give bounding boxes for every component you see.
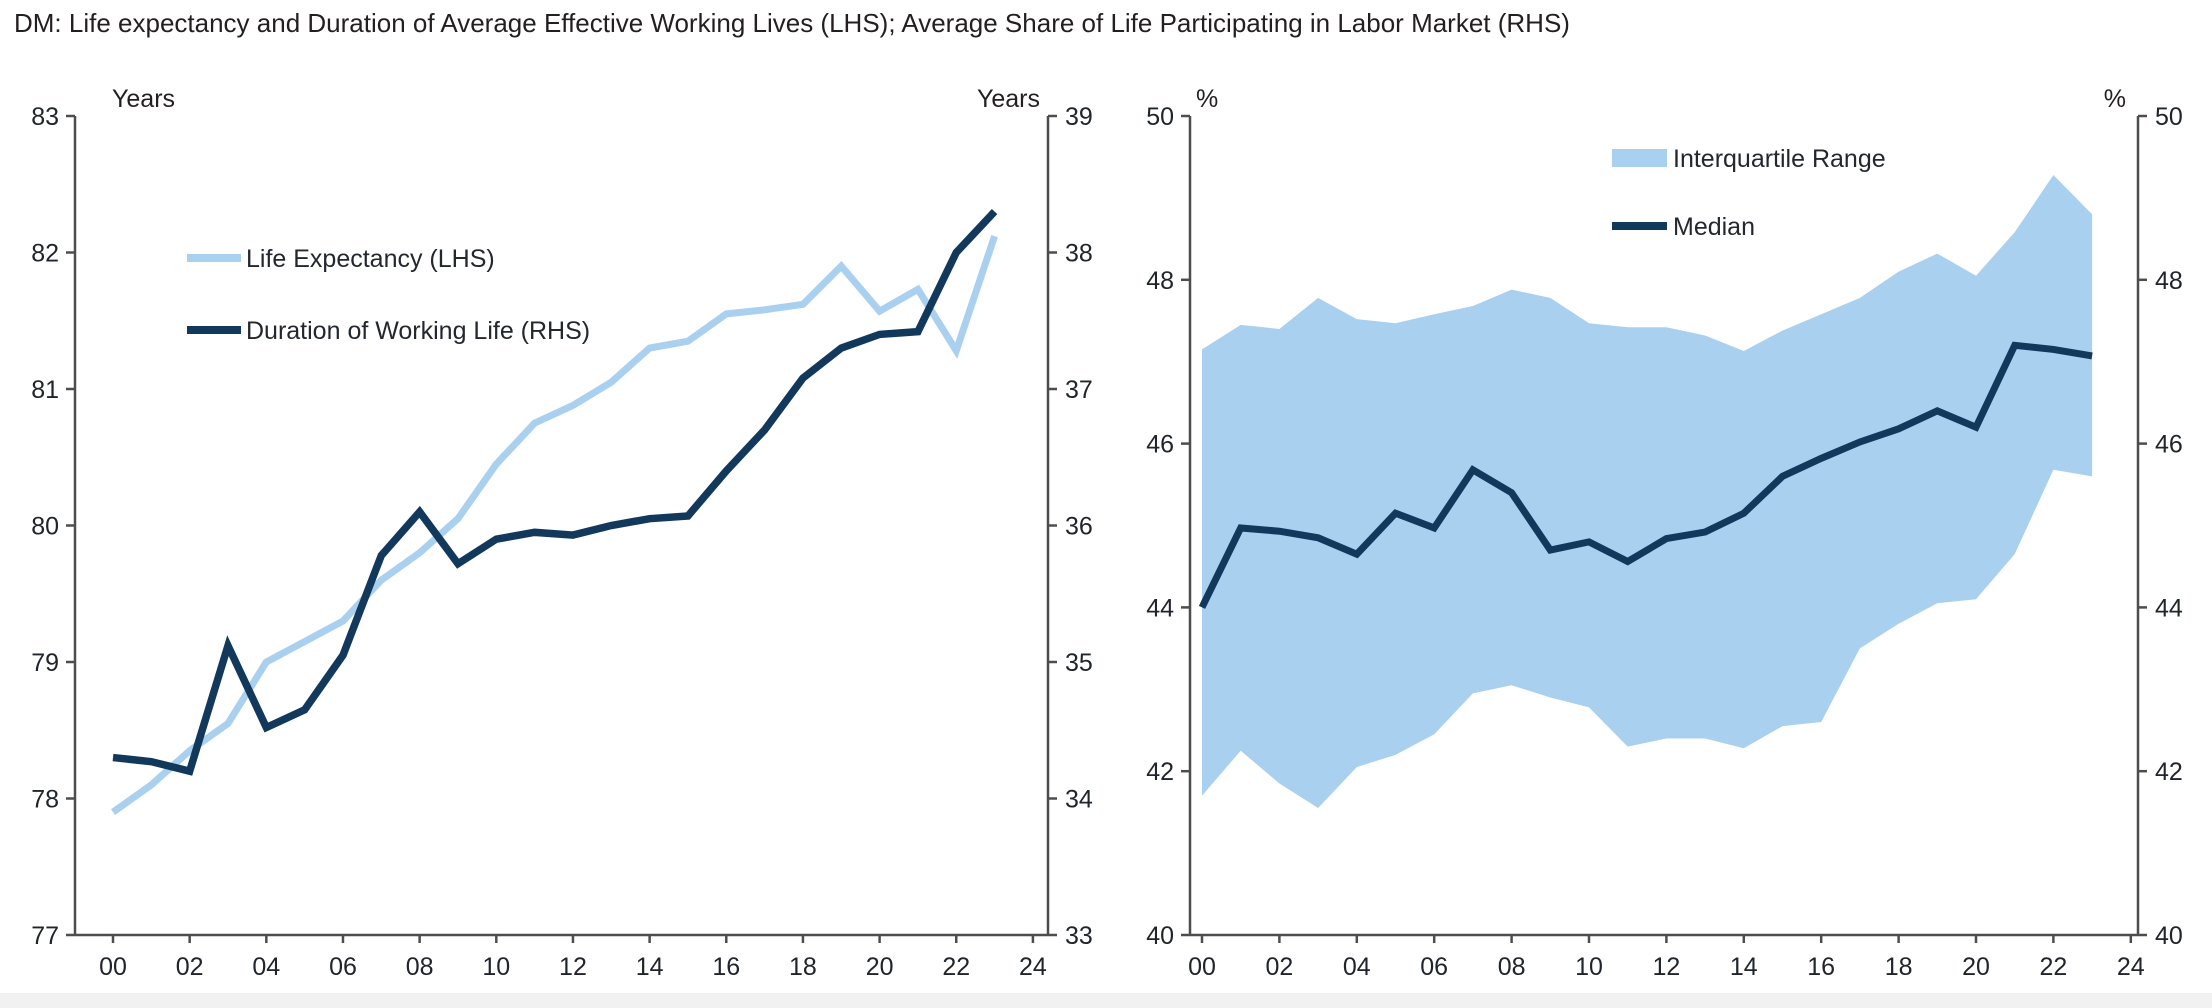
ytick-label-right: 36 bbox=[1065, 513, 1093, 541]
legend-label: Duration of Working Life (RHS) bbox=[246, 317, 590, 345]
life-expectancy-lhs-line bbox=[110, 235, 998, 816]
ytick-label-right: 44 bbox=[2155, 594, 2183, 622]
legend: Life Expectancy (LHS) Duration of Working… bbox=[187, 245, 590, 345]
xtick-label: 14 bbox=[636, 953, 664, 981]
ytick-label-left: 83 bbox=[31, 103, 59, 131]
ytick-label-left: 80 bbox=[31, 513, 59, 541]
ytick-label-left: 82 bbox=[31, 240, 59, 268]
ytick-label-left: 77 bbox=[31, 922, 59, 950]
y-axis-unit-right: % bbox=[2104, 85, 2126, 113]
ytick-label-left: 81 bbox=[31, 376, 59, 404]
ytick-label-right: 35 bbox=[1065, 649, 1093, 677]
xtick-label: 10 bbox=[482, 953, 510, 981]
xtick-label: 02 bbox=[176, 953, 204, 981]
xtick-label: 22 bbox=[2039, 953, 2067, 981]
xtick-label: 12 bbox=[559, 953, 587, 981]
xtick-label: 06 bbox=[1420, 953, 1448, 981]
xtick-label: 08 bbox=[406, 953, 434, 981]
ytick-label-left: 40 bbox=[1146, 922, 1174, 950]
ytick-label-left: 78 bbox=[31, 786, 59, 814]
y-axis-unit-left: % bbox=[1196, 85, 1218, 113]
xtick-label: 02 bbox=[1265, 953, 1293, 981]
xtick-label: 06 bbox=[329, 953, 357, 981]
ytick-label-left: 42 bbox=[1146, 758, 1174, 786]
xtick-label: 24 bbox=[2117, 953, 2145, 981]
bottom-strip bbox=[0, 993, 2212, 1008]
xtick-label: 22 bbox=[942, 953, 970, 981]
ytick-label-right: 50 bbox=[2155, 103, 2183, 131]
xtick-label: 00 bbox=[1188, 953, 1216, 981]
xtick-label: 20 bbox=[1962, 953, 1990, 981]
y-axis-unit-right: Years bbox=[977, 85, 1040, 113]
page-title: DM: Life expectancy and Duration of Aver… bbox=[14, 8, 1570, 38]
xtick-label: 10 bbox=[1575, 953, 1603, 981]
ytick-label-right: 40 bbox=[2155, 922, 2183, 950]
ytick-label-right: 34 bbox=[1065, 786, 1093, 814]
legend-swatch-band bbox=[1612, 149, 1667, 167]
chart-panel-right: 40 42 44 46 48 50 40 42 44 46 48 50 00 02 04 06 08 10 12 14… bbox=[1146, 85, 2183, 981]
xtick-label: 04 bbox=[1343, 953, 1371, 981]
legend: Interquartile Range Median bbox=[1612, 145, 1886, 241]
ytick-label-right: 37 bbox=[1065, 376, 1093, 404]
xtick-label: 18 bbox=[789, 953, 817, 981]
xtick-label: 16 bbox=[712, 953, 740, 981]
ytick-label-left: 44 bbox=[1146, 594, 1174, 622]
legend-label: Life Expectancy (LHS) bbox=[246, 245, 495, 273]
ytick-label-right: 38 bbox=[1065, 240, 1093, 268]
xtick-label: 18 bbox=[1885, 953, 1913, 981]
xtick-label: 24 bbox=[1019, 953, 1047, 981]
legend-label: Median bbox=[1673, 213, 1755, 241]
ytick-label-left: 46 bbox=[1146, 431, 1174, 459]
ytick-label-right: 42 bbox=[2155, 758, 2183, 786]
ytick-label-right: 33 bbox=[1065, 922, 1093, 950]
legend-label: Interquartile Range bbox=[1673, 145, 1886, 173]
xtick-label: 00 bbox=[99, 953, 127, 981]
xtick-label: 12 bbox=[1652, 953, 1680, 981]
duration-of-working-life-rhs-line bbox=[112, 208, 998, 776]
xtick-label: 16 bbox=[1807, 953, 1835, 981]
xtick-label: 20 bbox=[866, 953, 894, 981]
ytick-label-left: 48 bbox=[1146, 267, 1174, 295]
ytick-label-left: 79 bbox=[31, 649, 59, 677]
median-line bbox=[1198, 341, 2093, 609]
ytick-label-right: 39 bbox=[1065, 103, 1093, 131]
xtick-label: 04 bbox=[252, 953, 280, 981]
ytick-label-right: 48 bbox=[2155, 267, 2183, 295]
interquartile-range-band bbox=[1202, 174, 2093, 809]
ytick-label-right: 46 bbox=[2155, 431, 2183, 459]
xtick-label: 14 bbox=[1730, 953, 1758, 981]
ytick-label-left: 50 bbox=[1146, 103, 1174, 131]
y-axis-unit-left: Years bbox=[112, 85, 175, 113]
chart-panel-left: 77 78 79 80 81 82 83 33 34 35 36 37 38 39 00 02 04 06 08 10… bbox=[31, 85, 1093, 981]
xtick-label: 08 bbox=[1498, 953, 1526, 981]
